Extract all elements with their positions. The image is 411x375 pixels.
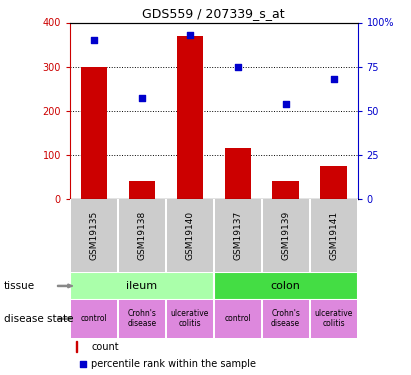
Text: GSM19138: GSM19138	[137, 211, 146, 260]
Bar	[167, 199, 213, 272]
Point	[80, 361, 86, 367]
Text: control: control	[224, 314, 251, 323]
Bar	[81, 67, 107, 199]
Text: GSM19135: GSM19135	[89, 211, 98, 260]
Point	[187, 32, 193, 38]
Bar	[311, 199, 357, 272]
Bar	[71, 199, 117, 272]
Title: GDS559 / 207339_s_at: GDS559 / 207339_s_at	[142, 7, 285, 20]
Bar	[129, 181, 155, 199]
Text: Crohn's
disease: Crohn's disease	[127, 309, 156, 328]
Text: percentile rank within the sample: percentile rank within the sample	[91, 359, 256, 369]
Bar	[119, 199, 165, 272]
Point	[234, 63, 241, 70]
Text: GSM19140: GSM19140	[185, 211, 194, 260]
Bar	[263, 300, 309, 338]
Bar	[263, 199, 309, 272]
Bar	[119, 300, 165, 338]
Text: ileum: ileum	[126, 281, 157, 291]
Bar	[215, 300, 261, 338]
Bar	[321, 166, 347, 199]
Bar	[167, 300, 213, 338]
Text: GSM19141: GSM19141	[329, 211, 338, 260]
Text: control: control	[81, 314, 107, 323]
Bar	[71, 300, 117, 338]
Bar	[177, 36, 203, 199]
Bar	[215, 199, 261, 272]
Bar	[224, 148, 251, 199]
Bar	[272, 181, 299, 199]
Text: GSM19139: GSM19139	[281, 211, 290, 260]
Bar	[70, 272, 214, 300]
Point	[90, 37, 97, 43]
Text: ulcerative
colitis: ulcerative colitis	[171, 309, 209, 328]
Point	[330, 76, 337, 82]
Text: disease state: disease state	[4, 314, 74, 324]
Bar	[76, 341, 77, 352]
Text: GSM19137: GSM19137	[233, 211, 242, 260]
Text: Crohn's
disease: Crohn's disease	[271, 309, 300, 328]
Point	[282, 100, 289, 106]
Text: tissue: tissue	[4, 281, 35, 291]
Bar	[311, 300, 357, 338]
Text: count: count	[91, 342, 119, 352]
Text: colon: colon	[271, 281, 300, 291]
Bar	[214, 272, 358, 300]
Text: ulcerative
colitis: ulcerative colitis	[314, 309, 353, 328]
Point	[139, 95, 145, 101]
